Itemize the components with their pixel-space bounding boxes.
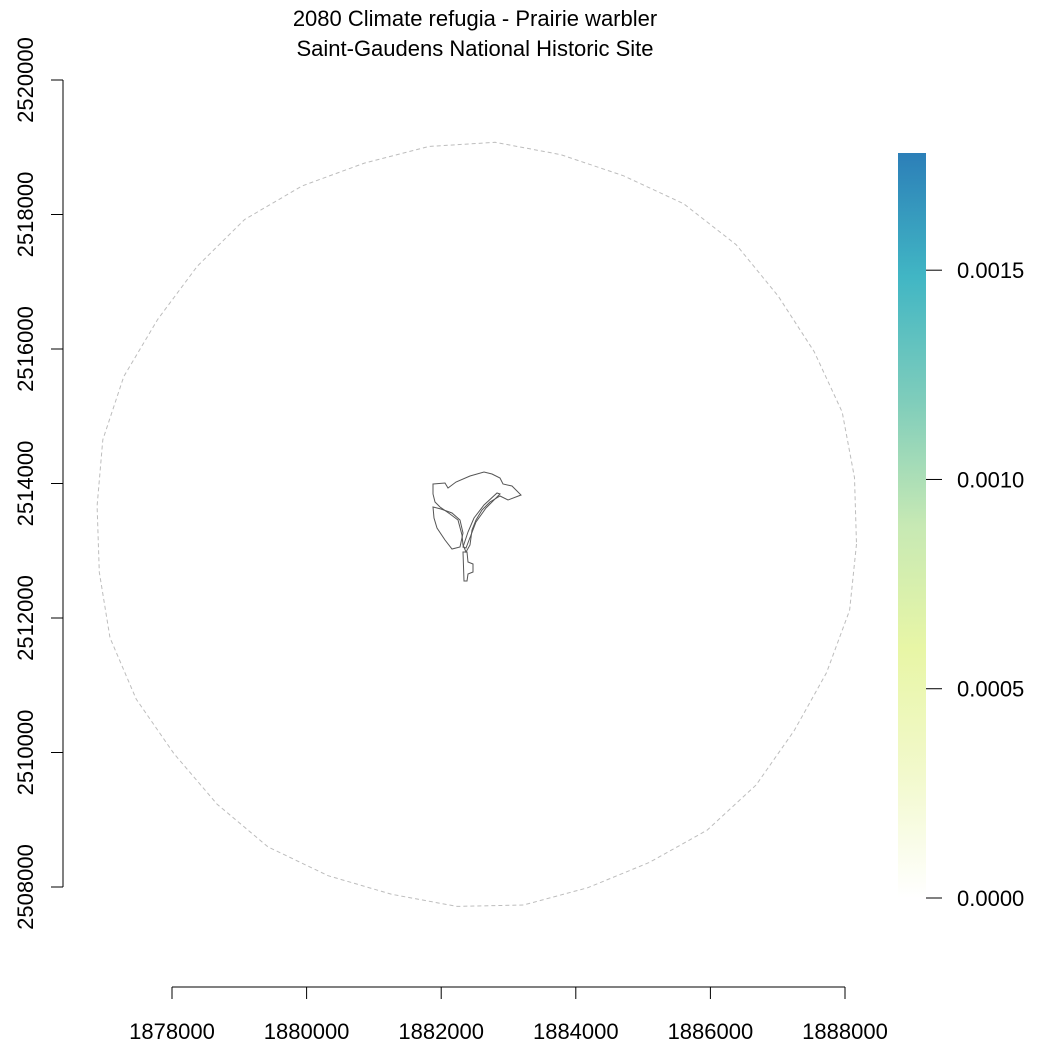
- x-tick-label: 1882000: [398, 1019, 484, 1044]
- legend-tick-label: 0.0015: [957, 258, 1024, 283]
- y-tick-label: 2514000: [13, 441, 38, 527]
- legend-tick-label: 0.0000: [957, 886, 1024, 911]
- x-axis: 1878000 1880000 1882000 1884000 1886000 18880…: [129, 986, 888, 1044]
- y-tick-label: 2516000: [13, 306, 38, 392]
- park-parcel-south: [462, 551, 474, 582]
- legend-tick-label: 0.0005: [957, 677, 1024, 702]
- legend-color-bar: [898, 153, 926, 898]
- y-tick-label: 2508000: [13, 844, 38, 930]
- x-tick-label: 1884000: [533, 1019, 619, 1044]
- y-axis: 2508000 2510000 2512000 2514000 2516000 25180…: [13, 37, 64, 930]
- y-tick-label: 2510000: [13, 710, 38, 796]
- park-river-strip: [462, 492, 501, 549]
- x-tick-label: 1880000: [264, 1019, 350, 1044]
- y-tick-label: 2520000: [13, 37, 38, 123]
- x-tick-label: 1878000: [129, 1019, 215, 1044]
- park-parcel-main: [432, 471, 522, 554]
- park-boundary: [432, 471, 522, 582]
- legend-tick-label: 0.0010: [957, 467, 1024, 492]
- map-title: 2080 Climate refugia - Prairie warbler: [292, 6, 658, 31]
- x-tick-label: 1886000: [668, 1019, 754, 1044]
- map-subtitle: Saint-Gaudens National Historic Site: [296, 36, 654, 61]
- buffer-circle: [96, 141, 858, 907]
- park-parcel-west: [432, 506, 464, 550]
- y-tick-label: 2518000: [13, 172, 38, 258]
- color-legend: 0.0000 0.0005 0.0010 0.0015: [898, 153, 1024, 911]
- y-tick-label: 2512000: [13, 575, 38, 661]
- x-tick-label: 1888000: [802, 1019, 888, 1044]
